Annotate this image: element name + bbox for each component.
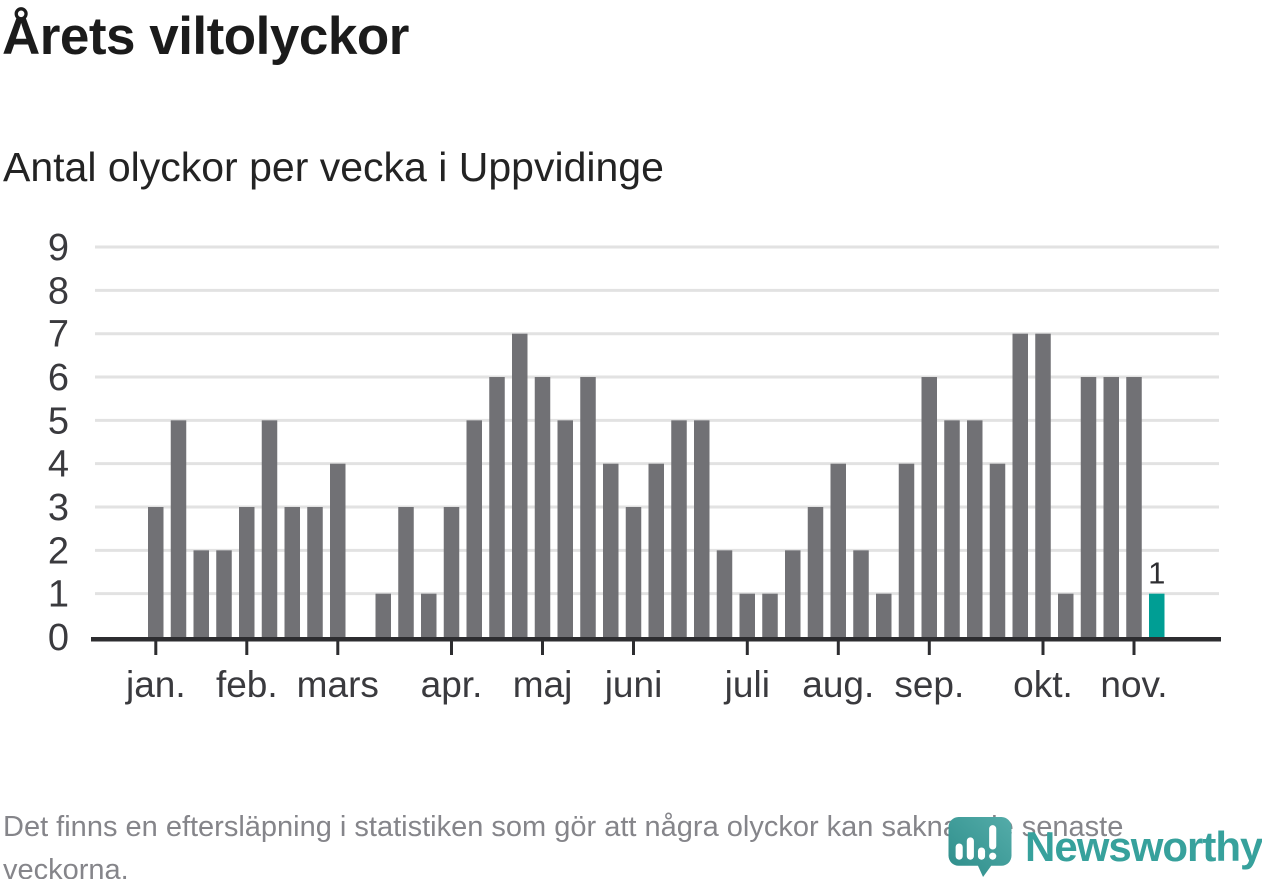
bar [375,593,391,637]
footnote-text: Det finns en eftersläpning i statistiken… [3,811,1124,879]
newsworthy-wordmark: Newsworthy [1025,822,1262,870]
bar [421,593,437,637]
x-axis-label: juni [604,664,663,705]
bar [876,593,892,637]
bar [603,463,619,637]
x-axis-label: mars [297,664,379,705]
chart-bar-glyph [977,847,986,860]
bar [148,507,164,637]
bar [398,507,414,637]
y-axis-label: 9 [48,227,69,269]
bar [216,550,232,637]
x-axis-label: okt. [1013,664,1073,705]
y-axis-label: 0 [48,617,69,659]
bar [1058,593,1074,637]
bar [671,420,687,637]
x-axis-label: nov. [1100,664,1167,705]
x-axis-label: feb. [216,664,278,705]
bar [443,507,460,637]
bar [739,593,755,637]
bar [1080,377,1097,637]
y-axis-label: 8 [48,270,69,312]
x-axis-label: jan. [125,664,186,705]
bar [534,377,551,637]
x-axis-label: aug. [802,664,874,705]
chart-bar-glyph [955,843,963,860]
bar [967,420,983,637]
bar [307,507,323,637]
y-axis-label: 3 [48,487,69,529]
newsworthy-logo: Newsworthy [946,815,1262,878]
exclamation-bar-glyph [989,825,997,850]
bar [853,550,869,637]
bar [239,507,255,637]
bar [716,550,733,637]
y-axis-label: 1 [48,574,69,616]
y-axis-label: 6 [48,357,69,399]
bar [489,377,505,637]
bar [512,333,528,637]
bar [944,420,960,637]
bar [557,420,573,637]
bar [330,463,346,637]
page-title: Årets viltolyckor [2,7,409,66]
bar [1126,377,1142,637]
bar [989,463,1006,637]
bar-value-label: 1 [1148,556,1165,591]
y-axis-label: 7 [48,314,69,356]
bar [694,420,710,637]
exclamation-dot-glyph [989,852,997,860]
bar [170,420,187,637]
bar [921,377,937,637]
y-axis-label: 4 [48,444,69,486]
bar [1035,333,1051,637]
bar [785,550,801,637]
y-axis-label: 5 [48,400,69,442]
page-subtitle: Antal olyckor per vecka i Uppvidinge [3,144,664,190]
bar [284,507,300,637]
bar [898,463,915,637]
x-axis-label: maj [513,664,573,705]
bar [762,593,778,637]
x-axis-label: sep. [894,664,964,705]
bar [580,377,596,637]
bar [193,550,209,637]
bar-current-week [1149,593,1165,637]
newsworthy-icon [948,817,1012,877]
bar [1012,333,1028,637]
bar [466,420,482,637]
chart-bar-glyph [966,837,974,860]
bar [625,507,642,637]
bar [807,507,824,637]
bar [261,420,278,637]
y-axis-label: 2 [48,530,69,572]
bar [648,463,664,637]
bar [830,463,846,637]
x-axis-label: juli [724,664,770,705]
bar [1103,377,1119,637]
x-axis-label: apr. [421,664,483,705]
